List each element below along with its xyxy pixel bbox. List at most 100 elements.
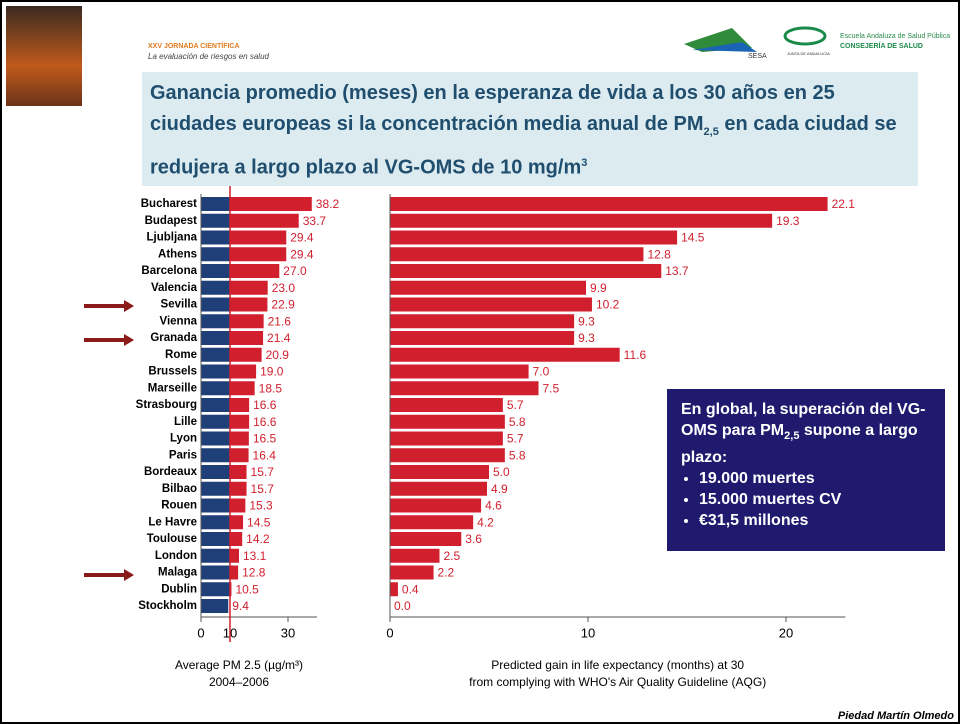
base-bar (201, 566, 230, 580)
base-bar (201, 499, 230, 513)
category-label: Sevilla (161, 299, 198, 311)
callout-list: 19.000 muertes15.000 muertes CV€31,5 mil… (681, 468, 931, 531)
base-bar (201, 331, 230, 345)
bar (390, 532, 461, 546)
title-sub: 2,5 (704, 126, 719, 138)
bar (390, 499, 481, 513)
category-label: Toulouse (147, 533, 197, 545)
value-label: 21.4 (267, 331, 291, 345)
category-label: Stockholm (138, 600, 197, 612)
base-bar (201, 281, 230, 295)
category-label: Vienna (160, 315, 198, 327)
base-bar (201, 432, 230, 446)
category-label: Ljubljana (147, 232, 198, 244)
bar (390, 264, 661, 278)
value-label: 29.4 (290, 247, 314, 261)
value-label: 11.6 (624, 348, 647, 362)
value-label: 14.5 (681, 231, 705, 245)
callout-sub: 2,5 (784, 430, 799, 442)
value-label: 4.9 (491, 482, 508, 496)
category-label: Bilbao (162, 483, 197, 495)
logo-junta: JUNTA DE ANDALUCIA (787, 51, 830, 56)
bar (390, 582, 398, 596)
arrow (84, 569, 134, 581)
base-bar (201, 381, 230, 395)
category-label: Lyon (170, 433, 197, 445)
bullet: 15.000 muertes CV (699, 489, 931, 510)
category-label: Rome (165, 349, 197, 361)
x-axis-label: Predicted gain in life expectancy (month… (491, 658, 744, 672)
category-label: Paris (169, 449, 197, 461)
bar (390, 415, 505, 429)
bar (230, 532, 242, 546)
value-label: 33.7 (303, 214, 327, 228)
bullet: €31,5 millones (699, 510, 931, 531)
arrow (84, 300, 134, 312)
value-label: 27.0 (283, 264, 307, 278)
value-label: 21.6 (268, 314, 292, 328)
bar (390, 348, 620, 362)
bar (230, 281, 268, 295)
value-label: 5.8 (509, 415, 526, 429)
logo-sesa: SESA (748, 53, 767, 60)
bar (230, 231, 286, 245)
category-label: Brussels (148, 366, 197, 378)
bar (230, 566, 238, 580)
value-label: 20.9 (266, 348, 290, 362)
value-label: 29.4 (290, 231, 314, 245)
slide-title: Ganancia promedio (meses) en la esperanz… (142, 72, 918, 186)
bar (230, 197, 312, 211)
value-label: 5.7 (507, 432, 524, 446)
bar (230, 331, 263, 345)
bar (230, 348, 262, 362)
value-label: 5.8 (509, 448, 526, 462)
base-bar (201, 599, 228, 613)
bar (230, 482, 247, 496)
slide: XXV JORNADA CIENTÍFICA La evaluación de … (0, 0, 960, 724)
bar (230, 465, 247, 479)
bar (390, 482, 487, 496)
x-tick-label: 0 (386, 625, 393, 640)
base-bar (201, 415, 230, 429)
value-label: 15.7 (251, 465, 275, 479)
category-label: Malaga (158, 567, 198, 579)
logo-easp: Escuela Andaluza de Salud Pública (840, 33, 950, 40)
bar (390, 247, 643, 261)
value-label: 22.9 (271, 298, 295, 312)
callout: En global, la superación del VG-OMS para… (667, 389, 945, 551)
bar (390, 281, 586, 295)
value-label: 3.6 (465, 532, 482, 546)
category-label: Athens (158, 248, 197, 260)
base-bar (201, 298, 230, 312)
category-label: Dublin (161, 583, 197, 595)
bar (390, 549, 440, 563)
base-bar (201, 549, 230, 563)
value-label: 15.7 (251, 482, 275, 496)
base-bar (201, 582, 230, 596)
category-label: London (155, 550, 197, 562)
bar (230, 365, 256, 379)
value-label: 18.5 (259, 381, 283, 395)
value-label: 9.4 (232, 599, 249, 613)
bar (230, 549, 239, 563)
base-bar (201, 214, 230, 228)
category-label: Rouen (161, 500, 197, 512)
value-label: 15.3 (249, 499, 273, 513)
category-label: Valencia (151, 282, 198, 294)
value-label: 13.7 (665, 264, 689, 278)
bar (230, 214, 299, 228)
value-label: 9.3 (578, 314, 595, 328)
value-label: 13.1 (243, 549, 267, 563)
bar (390, 197, 828, 211)
bar (390, 214, 772, 228)
x-tick-label: 30 (281, 625, 295, 640)
bar (230, 381, 255, 395)
logo-consejeria: CONSEJERÍA DE SALUD (840, 41, 923, 50)
base-bar (201, 314, 230, 328)
value-label: 7.5 (543, 381, 560, 395)
category-label: Barcelona (141, 265, 197, 277)
x-axis-label: Average PM 2.5 (µg/m³) (175, 658, 303, 672)
footer-author: Piedad Martín Olmedo (838, 710, 954, 722)
base-bar (201, 465, 230, 479)
bar (390, 515, 473, 529)
